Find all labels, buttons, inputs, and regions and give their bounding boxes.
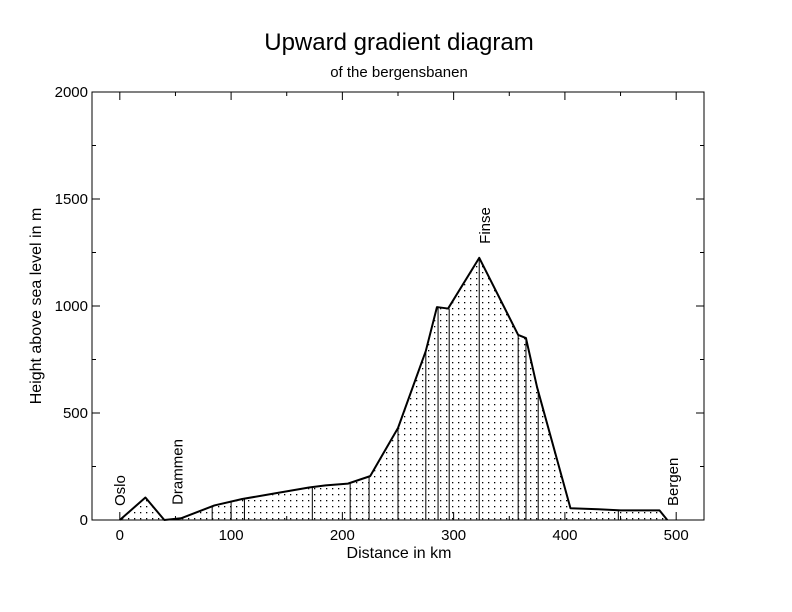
x-axis: 0 100 200 300 400 500: [116, 92, 689, 544]
x-tick-label: 200: [330, 527, 355, 544]
station-label: Drammen: [170, 439, 187, 505]
x-tick-label: 400: [552, 527, 577, 544]
y-axis: 0 500 1000 1500 2000: [55, 84, 704, 529]
station-label: Bergen: [665, 458, 682, 506]
chart-title: Upward gradient diagram: [264, 29, 533, 56]
x-tick-label: 0: [116, 527, 124, 544]
x-axis-label: Distance in km: [347, 545, 452, 562]
x-tick-label: 100: [219, 527, 244, 544]
profile-area: [119, 257, 668, 520]
station-labels: Oslo Drammen Finse Bergen: [112, 207, 682, 506]
x-tick-label: 500: [664, 527, 689, 544]
y-tick-label: 0: [80, 512, 88, 529]
chart-subtitle: of the bergensbanen: [330, 64, 468, 81]
y-tick-label: 1500: [55, 191, 88, 208]
x-tick-label: 300: [441, 527, 466, 544]
profile-line: [119, 256, 669, 521]
y-tick-label: 500: [63, 405, 88, 422]
y-tick-label: 1000: [55, 298, 88, 315]
plot-area: [119, 256, 669, 521]
station-label: Oslo: [112, 475, 129, 506]
y-axis-label: Height above sea level in m: [28, 208, 45, 405]
y-tick-label: 2000: [55, 84, 88, 101]
station-label: Finse: [477, 207, 494, 244]
